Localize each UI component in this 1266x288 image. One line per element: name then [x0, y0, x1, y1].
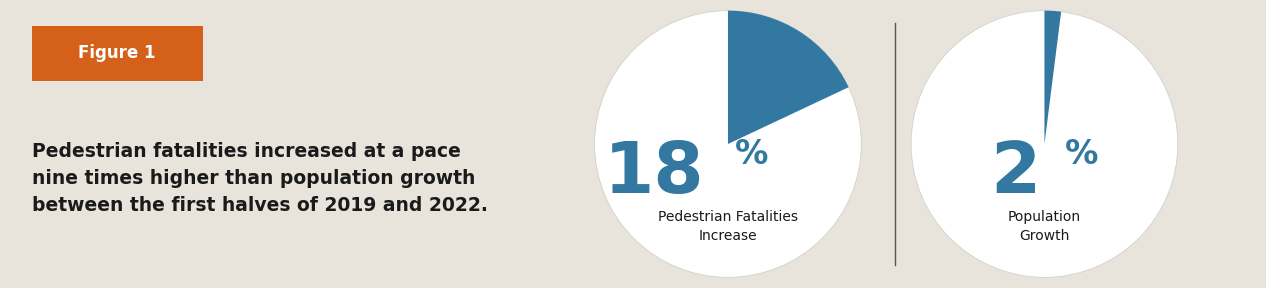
Text: %: % [736, 138, 768, 171]
Text: 18: 18 [604, 139, 705, 208]
Text: Figure 1: Figure 1 [77, 44, 156, 62]
Text: %: % [1065, 138, 1099, 171]
Circle shape [912, 11, 1177, 277]
Text: 2: 2 [990, 139, 1041, 208]
Text: Pedestrian fatalities increased at a pace
nine times higher than population grow: Pedestrian fatalities increased at a pac… [32, 142, 487, 215]
Circle shape [595, 11, 861, 277]
Text: Population
Growth: Population Growth [1008, 211, 1081, 243]
Wedge shape [1044, 11, 1061, 144]
Wedge shape [728, 11, 848, 144]
Text: Pedestrian Fatalities
Increase: Pedestrian Fatalities Increase [658, 211, 798, 243]
FancyBboxPatch shape [32, 26, 203, 81]
